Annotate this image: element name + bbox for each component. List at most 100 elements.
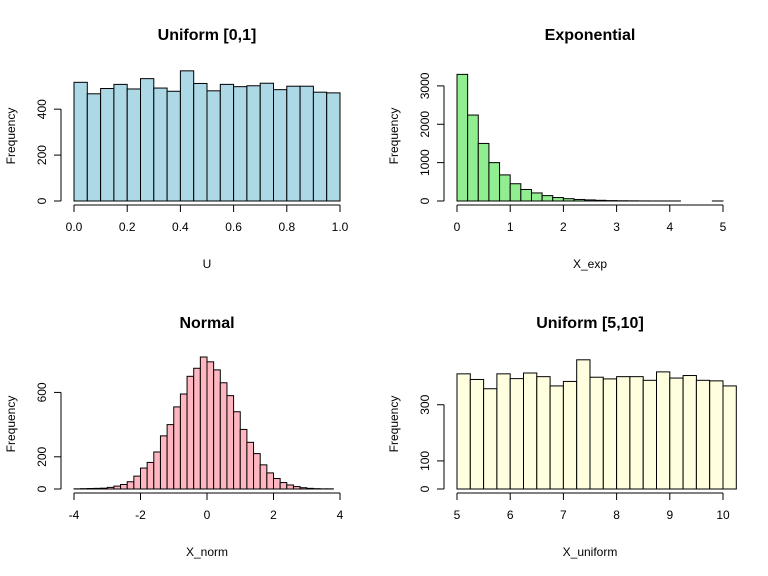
histogram-bar — [616, 376, 631, 490]
histogram-bar — [233, 86, 248, 202]
y-axis-label: Frequency — [387, 108, 401, 165]
histogram-bar — [584, 199, 596, 202]
y-tick-label: 0 — [35, 197, 49, 204]
histogram-bar — [106, 486, 115, 490]
histogram-bar — [199, 356, 208, 490]
x-tick-label: -2 — [135, 508, 146, 522]
x-tick-label: 0.0 — [66, 220, 83, 234]
histogram-bar — [573, 198, 586, 202]
histogram-bar — [552, 197, 564, 202]
histogram-bar — [669, 377, 684, 490]
x-tick-label: 2 — [270, 508, 277, 522]
histogram-bar — [179, 393, 188, 490]
x-tick-label: 7 — [560, 508, 567, 522]
panel-uniform-5-10: Uniform [5,10] X_uniform Frequency 5 6 7 8 9… — [387, 315, 737, 559]
x-tick-label: 0 — [204, 508, 211, 522]
histogram-bar — [193, 82, 208, 202]
histogram-bar — [246, 441, 255, 490]
histogram-bar — [682, 375, 697, 490]
histogram-bar — [456, 373, 471, 490]
histogram-bar — [273, 89, 288, 202]
histogram-bar — [456, 73, 469, 202]
histogram-bar — [140, 78, 155, 202]
histogram-bar — [520, 188, 532, 202]
y-tick-label: 200 — [35, 145, 49, 165]
y-tick-label: 0 — [418, 197, 432, 204]
histogram-bar — [179, 70, 195, 202]
y-axis-label: Frequency — [387, 396, 401, 453]
histogram-bar — [306, 487, 314, 490]
y-tick-label: 0 — [418, 485, 432, 492]
histogram-bar — [299, 85, 314, 202]
x-tick-label: 8 — [613, 508, 620, 522]
histogram-bar — [219, 83, 235, 202]
x-axis-label: X_uniform — [563, 545, 618, 559]
histogram-bar — [226, 395, 235, 490]
x-tick-label: 1 — [507, 220, 514, 234]
panel-title: Uniform [5,10] — [536, 315, 644, 332]
histogram-bar — [312, 91, 328, 202]
panel-title: Uniform [0,1] — [158, 27, 257, 44]
y-tick-label: 100 — [418, 451, 432, 471]
histogram-bar — [488, 162, 501, 202]
histogram-bar — [286, 85, 301, 202]
histogram-bar — [286, 484, 294, 490]
x-tick-label: 0.8 — [278, 220, 295, 234]
y-tick-label: 200 — [35, 446, 49, 466]
histogram-bar — [219, 382, 228, 490]
x-tick-label: 1.0 — [332, 220, 349, 234]
x-tick-label: 3 — [613, 220, 620, 234]
histogram-bar — [562, 380, 578, 490]
y-tick-label: 1000 — [418, 149, 432, 176]
histogram-bar — [523, 372, 538, 490]
x-axis: 0 1 2 3 4 5 — [454, 204, 727, 234]
histogram-bar — [266, 472, 275, 490]
histogram-bar — [509, 183, 522, 202]
y-axis: 0 1000 2000 3000 — [418, 72, 445, 204]
histogram-bar — [120, 483, 128, 490]
histogram-bar — [602, 378, 618, 490]
histogram-bar — [146, 461, 155, 490]
x-axis: 0.0 0.2 0.4 0.6 0.8 1.0 — [66, 204, 349, 234]
x-tick-label: 2 — [560, 220, 567, 234]
x-tick-label: -4 — [69, 508, 80, 522]
histogram-bar — [113, 485, 122, 490]
y-tick-label: 400 — [35, 99, 49, 119]
histogram-bar — [259, 82, 275, 202]
x-axis-label: X_exp — [573, 257, 607, 271]
panel-normal: Normal X_norm Frequency -4 -2 0 2 4 0 200 600 — [4, 315, 344, 559]
histogram-bar — [467, 114, 479, 202]
histogram-bar — [709, 380, 724, 490]
histogram-bar — [259, 464, 268, 490]
histogram-bar — [253, 453, 261, 490]
histogram-bar — [159, 435, 168, 490]
histogram-bar — [656, 371, 671, 490]
histogram-bar — [629, 376, 644, 490]
histogram-bar — [469, 378, 485, 490]
x-tick-label: 9 — [666, 508, 673, 522]
histogram-bar — [186, 375, 195, 490]
y-tick-label: 600 — [35, 382, 49, 402]
histogram-bar — [126, 88, 141, 202]
histogram-bar — [483, 388, 498, 490]
x-tick-label: 4 — [337, 508, 344, 522]
histogram-bar — [541, 195, 554, 202]
histogram-bar — [140, 467, 148, 490]
x-axis-label: X_norm — [186, 545, 228, 559]
y-tick-label: 2000 — [418, 111, 432, 138]
panel-title: Exponential — [545, 27, 636, 44]
histogram-bar — [695, 379, 711, 490]
histogram-bar — [549, 385, 564, 490]
y-axis: 0 100 300 — [418, 394, 445, 492]
histogram-bar — [499, 174, 511, 202]
histogram-bar — [206, 90, 221, 202]
x-tick-label: 6 — [507, 508, 514, 522]
histogram-bar — [93, 487, 102, 490]
histogram-bar — [100, 88, 115, 202]
histogram-bar — [299, 487, 308, 490]
histogram-bar — [206, 361, 215, 490]
panel-title: Normal — [179, 315, 234, 332]
histogram-bar — [594, 199, 607, 202]
histogram-bar — [73, 81, 88, 202]
